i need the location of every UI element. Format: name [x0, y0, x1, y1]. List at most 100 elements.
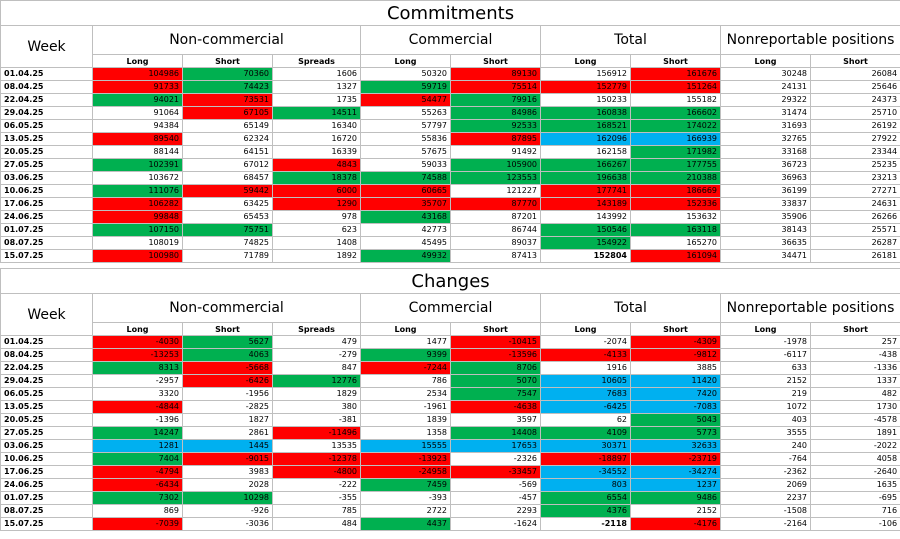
value-cell: 33837	[720, 197, 811, 211]
value-cell: -33457	[450, 465, 541, 479]
value-cell: 111076	[92, 184, 183, 198]
value-cell: 1839	[360, 413, 451, 427]
value-cell: 94021	[92, 93, 183, 107]
value-cell: 36635	[720, 236, 811, 250]
value-cell: 177741	[540, 184, 631, 198]
value-cell: 162158	[540, 145, 631, 159]
value-cell: 57675	[360, 145, 451, 159]
table-row: 01.07.25 107150 75751 623 42773 86744 150546 16…	[0, 223, 900, 237]
value-cell: 1281	[92, 439, 183, 453]
value-cell: -381	[272, 413, 361, 427]
value-cell: 143992	[540, 210, 631, 224]
value-cell: -34274	[630, 465, 721, 479]
value-cell: 3320	[92, 387, 183, 401]
value-cell: -11496	[272, 426, 361, 440]
value-cell: 1237	[630, 478, 721, 492]
value-cell: 16339	[272, 145, 361, 159]
column-header: Short	[630, 54, 721, 68]
value-cell: 380	[272, 400, 361, 414]
value-cell: 24631	[809, 197, 900, 211]
value-cell: 86744	[450, 223, 541, 237]
value-cell: -10415	[450, 335, 541, 349]
week-cell: 08.07.25	[0, 236, 93, 250]
week-cell: 15.07.25	[0, 249, 93, 263]
value-cell: 152336	[630, 197, 721, 211]
table-row: 10.06.25 111076 59442 6000 60665 121227 177741…	[0, 184, 900, 198]
section-title: Commitments	[0, 0, 900, 26]
group-header: Commercial	[360, 25, 541, 55]
week-cell: 01.07.25	[0, 491, 93, 505]
value-cell: 33168	[720, 145, 811, 159]
value-cell: 32633	[630, 439, 721, 453]
value-cell: 7547	[450, 387, 541, 401]
table-row: 29.04.25 -2957 -6426 12776 786 5070 10605 11420…	[0, 374, 900, 388]
value-cell: 3983	[182, 465, 273, 479]
value-cell: 2534	[360, 387, 451, 401]
value-cell: -2326	[450, 452, 541, 466]
value-cell: 43168	[360, 210, 451, 224]
value-cell: 16720	[272, 132, 361, 146]
value-cell: -13596	[450, 348, 541, 362]
table-row: 17.06.25 -4794 3983 -4800 -24958 -33457 -34552…	[0, 465, 900, 479]
value-cell: 60665	[360, 184, 451, 198]
value-cell: 6000	[272, 184, 361, 198]
week-cell: 29.04.25	[0, 106, 93, 120]
column-header: Long	[540, 54, 631, 68]
table-row: 03.06.25 1281 1445 13535 15555 17653 30371 3263…	[0, 439, 900, 453]
value-cell: 160838	[540, 106, 631, 120]
value-cell: 4109	[540, 426, 631, 440]
value-cell: 5070	[450, 374, 541, 388]
value-cell: 177755	[630, 158, 721, 172]
value-cell: 65149	[182, 119, 273, 133]
value-cell: -7039	[92, 517, 183, 531]
value-cell: -1508	[720, 504, 811, 518]
value-cell: 106282	[92, 197, 183, 211]
value-cell: 1477	[360, 335, 451, 349]
value-cell: 73531	[182, 93, 273, 107]
value-cell: -6425	[540, 400, 631, 414]
value-cell: 623	[272, 223, 361, 237]
value-cell: 26181	[809, 249, 900, 263]
value-cell: 4063	[182, 348, 273, 362]
value-cell: -12378	[272, 452, 361, 466]
value-cell: 62324	[182, 132, 273, 146]
value-cell: 1072	[720, 400, 811, 414]
value-cell: -279	[272, 348, 361, 362]
value-cell: 87201	[450, 210, 541, 224]
value-cell: 2237	[720, 491, 811, 505]
value-cell: 4437	[360, 517, 451, 531]
value-cell: 102391	[92, 158, 183, 172]
value-cell: 89037	[450, 236, 541, 250]
value-cell: 105900	[450, 158, 541, 172]
column-header: Long	[720, 54, 811, 68]
week-cell: 27.05.25	[0, 426, 93, 440]
group-header: Nonreportable positions	[719, 25, 900, 55]
value-cell: 13535	[272, 439, 361, 453]
value-cell: -106	[809, 517, 900, 531]
table-row: 01.04.25 104986 70360 1606 50320 89130 156912 1…	[0, 67, 900, 81]
value-cell: 123553	[450, 171, 541, 185]
table-row: 06.05.25 3320 -1956 1829 2534 7547 7683 7420 219…	[0, 387, 900, 401]
table-row: 24.06.25 99848 65453 978 43168 87201 143992 153…	[0, 210, 900, 224]
value-cell: 1916	[540, 361, 631, 375]
value-cell: 121227	[450, 184, 541, 198]
column-header: Long	[360, 322, 451, 336]
value-cell: 7404	[92, 452, 183, 466]
value-cell: 91492	[450, 145, 541, 159]
value-cell: 26192	[809, 119, 900, 133]
value-cell: 8313	[92, 361, 183, 375]
value-cell: 59719	[360, 80, 451, 94]
value-cell: 108019	[92, 236, 183, 250]
value-cell: 2028	[182, 478, 273, 492]
value-cell: 24373	[809, 93, 900, 107]
week-cell: 06.05.25	[0, 387, 93, 401]
column-header: Long	[92, 54, 183, 68]
week-cell: 22.04.25	[0, 93, 93, 107]
value-cell: 100980	[92, 249, 183, 263]
value-cell: 25710	[809, 106, 900, 120]
value-cell: 151264	[630, 80, 721, 94]
value-cell: 62	[540, 413, 631, 427]
value-cell: -23719	[630, 452, 721, 466]
value-cell: 152804	[540, 249, 631, 263]
value-cell: 107150	[92, 223, 183, 237]
